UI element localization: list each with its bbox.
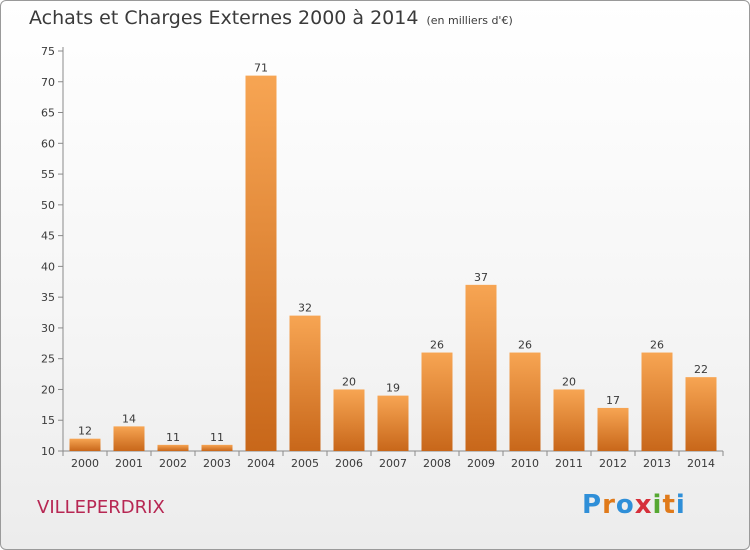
y-tick-label: 65 (41, 107, 55, 120)
chart-subtitle: (en milliers d'€) (426, 14, 513, 27)
bar (157, 444, 189, 451)
data-label: 11 (210, 431, 224, 444)
y-tick-label: 25 (41, 353, 55, 366)
logo-letter: P (582, 490, 603, 520)
data-label: 32 (298, 302, 312, 315)
data-label: 17 (606, 394, 620, 407)
y-tick-label: 40 (41, 260, 55, 273)
data-label: 26 (430, 339, 444, 352)
x-tick-label: 2012 (599, 457, 627, 470)
proxiti-logo: Proxiti (582, 490, 686, 520)
data-label: 19 (386, 382, 400, 395)
y-tick-label: 20 (41, 383, 55, 396)
logo-letter: x (634, 490, 653, 520)
x-tick-label: 2007 (379, 457, 407, 470)
x-tick-label: 2008 (423, 457, 451, 470)
x-tick-label: 2001 (115, 457, 143, 470)
x-tick-label: 2004 (247, 457, 275, 470)
data-label: 22 (694, 363, 708, 376)
x-tick-label: 2002 (159, 457, 187, 470)
bar (553, 389, 585, 451)
y-tick-label: 30 (41, 322, 55, 335)
data-label: 26 (518, 339, 532, 352)
bar (597, 407, 629, 451)
data-label: 71 (254, 62, 268, 75)
x-tick-label: 2010 (511, 457, 539, 470)
x-tick-label: 2013 (643, 457, 671, 470)
x-tick-label: 2011 (555, 457, 583, 470)
y-tick-label: 70 (41, 76, 55, 89)
bar (509, 352, 541, 451)
logo-letter: r (602, 490, 616, 520)
title-row: Achats et Charges Externes 2000 à 2014 (e… (29, 7, 513, 29)
logo-letter: t (662, 490, 676, 520)
logo-letter: o (615, 490, 635, 520)
x-tick-label: 2014 (687, 457, 715, 470)
bar (289, 315, 321, 451)
bar (113, 426, 145, 451)
data-label: 11 (166, 431, 180, 444)
x-tick-label: 2003 (203, 457, 231, 470)
data-label: 20 (562, 375, 576, 388)
y-tick-label: 45 (41, 230, 55, 243)
y-tick-label: 75 (41, 45, 55, 58)
bar (377, 395, 409, 451)
bar (201, 444, 233, 451)
x-tick-label: 2000 (71, 457, 99, 470)
x-tick-label: 2006 (335, 457, 363, 470)
data-label: 14 (122, 412, 136, 425)
bar (465, 284, 497, 451)
logo-letter: i (675, 490, 686, 520)
chart-title: Achats et Charges Externes 2000 à 2014 (29, 7, 419, 29)
data-label: 20 (342, 375, 356, 388)
data-label: 26 (650, 339, 664, 352)
y-tick-label: 35 (41, 291, 55, 304)
x-tick-label: 2009 (467, 457, 495, 470)
x-tick-label: 2005 (291, 457, 319, 470)
y-tick-label: 50 (41, 199, 55, 212)
y-tick-label: 60 (41, 137, 55, 150)
bar (333, 389, 365, 451)
bar (641, 352, 673, 451)
bar (421, 352, 453, 451)
bar (685, 377, 717, 451)
y-tick-label: 10 (41, 445, 55, 458)
y-tick-label: 15 (41, 414, 55, 427)
bar (69, 438, 101, 451)
bar (245, 75, 277, 451)
data-label: 37 (474, 271, 488, 284)
commune-name: VILLEPERDRIX (37, 497, 165, 518)
y-tick-label: 55 (41, 168, 55, 181)
data-label: 12 (78, 425, 92, 438)
logo-letter: i (652, 490, 663, 520)
